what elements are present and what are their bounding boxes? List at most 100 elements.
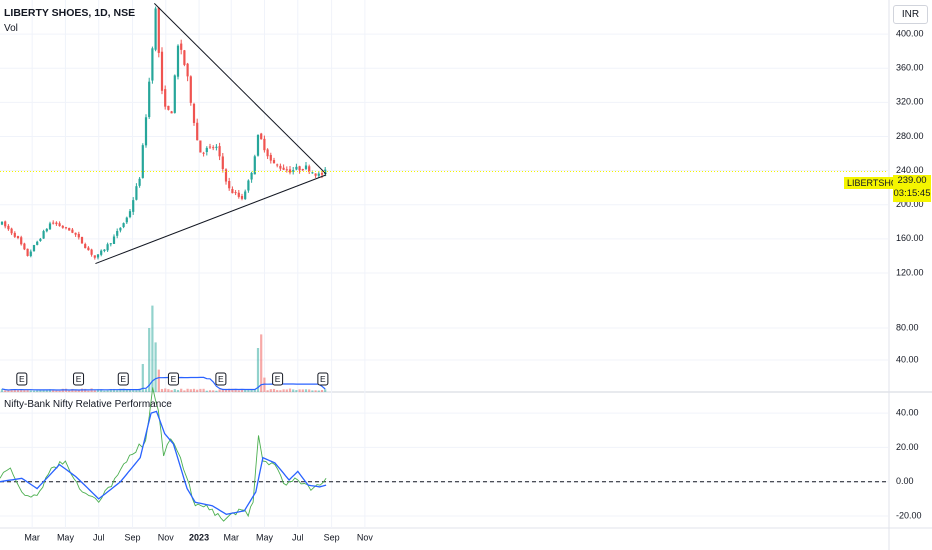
currency-button[interactable]: INR bbox=[893, 5, 928, 24]
volume-bar bbox=[237, 390, 240, 392]
candle-body bbox=[42, 231, 45, 239]
time-tick-label: Nov bbox=[158, 532, 175, 542]
candle-body bbox=[256, 134, 260, 156]
candle-body bbox=[55, 222, 58, 225]
time-tick-label: Sep bbox=[125, 532, 141, 542]
volume-bar bbox=[128, 389, 132, 392]
volume-bar bbox=[32, 390, 36, 392]
volume-bar bbox=[144, 389, 148, 392]
time-tick-label: May bbox=[57, 532, 75, 542]
candle-body bbox=[93, 255, 96, 258]
earnings-marker bbox=[317, 372, 329, 386]
volume-bar bbox=[103, 390, 106, 392]
candle-body bbox=[7, 225, 10, 230]
volume-bar bbox=[13, 389, 16, 392]
time-tick-label: May bbox=[256, 532, 274, 542]
price-tick-label: 120.00 bbox=[896, 267, 924, 277]
candle-body bbox=[250, 172, 253, 180]
candle-body bbox=[186, 63, 189, 77]
volume-bar bbox=[288, 388, 292, 392]
candle-body bbox=[29, 251, 32, 257]
volume-bar bbox=[77, 389, 80, 392]
price-tick-label: 160.00 bbox=[896, 233, 924, 243]
volume-bar bbox=[215, 390, 218, 392]
volume-bar bbox=[317, 390, 320, 392]
volume-bar bbox=[208, 390, 212, 392]
candle-body bbox=[157, 7, 160, 53]
volume-bar bbox=[189, 389, 192, 392]
volume-bar bbox=[180, 388, 183, 392]
candle-body bbox=[132, 200, 135, 212]
candle-body bbox=[189, 76, 192, 103]
volume-bar bbox=[212, 390, 215, 392]
earnings-marker-label: E bbox=[76, 374, 82, 384]
candle-body bbox=[292, 170, 295, 172]
volume-bar bbox=[36, 390, 39, 392]
volume-bar bbox=[0, 388, 4, 392]
time-tick-label: Jul bbox=[292, 532, 304, 542]
volume-bar bbox=[58, 390, 61, 392]
volume-bar bbox=[39, 389, 42, 392]
candle-body bbox=[260, 133, 263, 140]
candle-body bbox=[160, 51, 164, 91]
volume-bar bbox=[68, 390, 71, 392]
candle-body bbox=[215, 146, 218, 148]
candle-body bbox=[138, 178, 141, 186]
candle-body bbox=[100, 250, 103, 255]
volume-bar bbox=[45, 390, 48, 392]
candle-body bbox=[276, 164, 279, 166]
candle-body bbox=[173, 75, 176, 113]
volume-bar bbox=[186, 388, 189, 392]
volume-bar bbox=[196, 389, 199, 392]
candle-body bbox=[247, 180, 250, 191]
volume-bar bbox=[311, 390, 314, 392]
earnings-marker bbox=[167, 372, 179, 386]
volume-bar bbox=[240, 389, 244, 392]
time-tick-label: Mar bbox=[223, 532, 239, 542]
price-tick-label: 320.00 bbox=[896, 97, 924, 107]
candle-body bbox=[285, 169, 288, 171]
candle-body bbox=[218, 146, 221, 157]
volume-bar bbox=[298, 389, 301, 392]
volume-bar bbox=[218, 389, 221, 392]
candle-body bbox=[103, 249, 106, 252]
candle-body bbox=[26, 248, 29, 256]
time-tick-label: 2023 bbox=[189, 532, 209, 542]
candle-body bbox=[298, 166, 301, 171]
volume-bar bbox=[244, 389, 247, 392]
volume-bar bbox=[109, 388, 112, 392]
candle-body bbox=[125, 217, 128, 223]
candle-body bbox=[84, 244, 87, 249]
volume-bar bbox=[314, 390, 317, 392]
volume-bar bbox=[285, 389, 288, 392]
relative-performance-ma-line bbox=[0, 410, 327, 515]
time-tick-label: Nov bbox=[357, 532, 374, 542]
earnings-marker-label: E bbox=[19, 374, 25, 384]
volume-tick-label: 40.00 bbox=[896, 354, 919, 364]
candle-body bbox=[253, 156, 256, 175]
candle-body bbox=[116, 231, 119, 236]
volume-bar bbox=[132, 390, 135, 392]
volume-legend[interactable]: Vol bbox=[4, 23, 18, 34]
candle-body bbox=[240, 196, 244, 199]
volume-bar bbox=[266, 390, 269, 392]
triangle-trendline-lower bbox=[95, 174, 327, 265]
candle-body bbox=[122, 223, 125, 228]
volume-bar bbox=[250, 389, 253, 392]
candle-body bbox=[314, 173, 317, 176]
volume-bar bbox=[148, 328, 151, 392]
volume-bar bbox=[228, 388, 231, 392]
volume-bar bbox=[106, 390, 109, 392]
candle-body bbox=[244, 191, 247, 200]
relative-performance-legend[interactable]: Nifty-Bank Nifty Relative Performance bbox=[4, 399, 172, 410]
time-tick-label: Sep bbox=[324, 532, 340, 542]
symbol-title[interactable]: LIBERTY SHOES, 1D, NSE bbox=[4, 7, 136, 19]
candle-body bbox=[128, 211, 132, 218]
candle-body bbox=[301, 169, 304, 171]
volume-bar bbox=[138, 388, 141, 392]
volume-bar bbox=[74, 390, 77, 392]
candle-body bbox=[68, 228, 71, 231]
earnings-marker bbox=[16, 372, 28, 386]
volume-bar bbox=[48, 389, 52, 392]
